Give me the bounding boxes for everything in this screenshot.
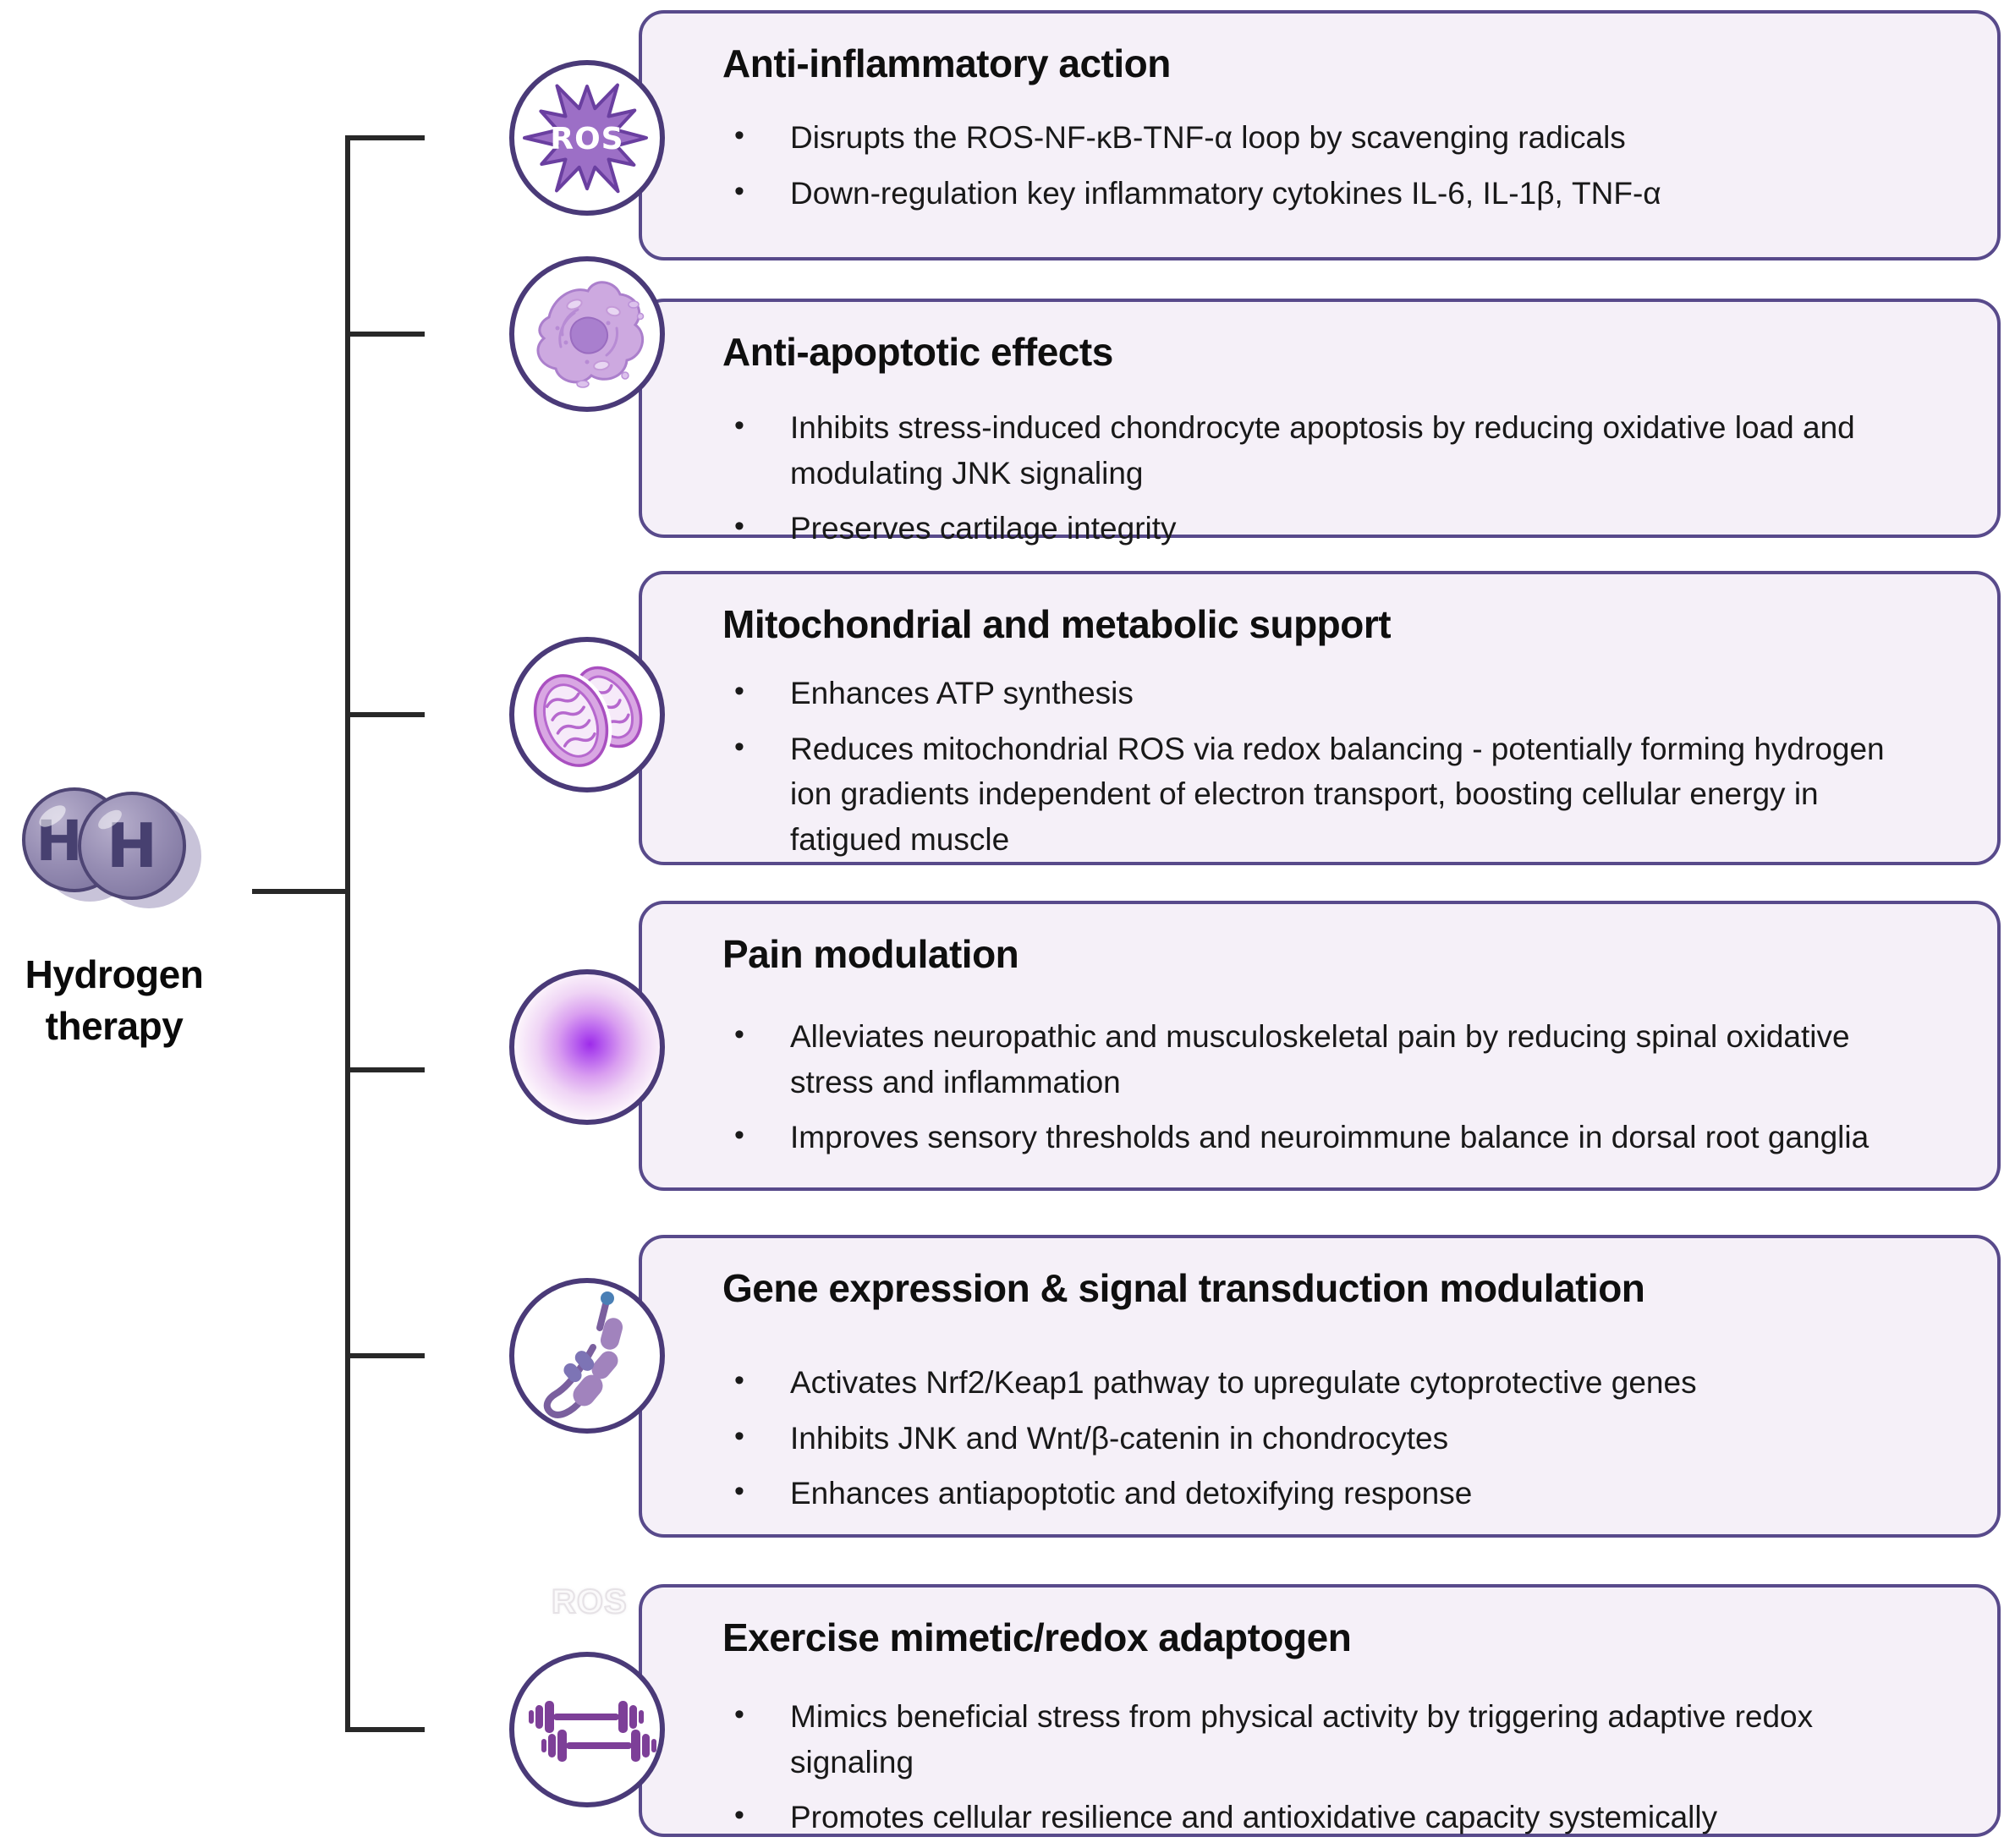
- hydrogen-molecule-icon: H H: [8, 765, 237, 939]
- card-anti-apoptotic-effects: Anti-apoptotic effects • Inhibits stress-…: [639, 299, 2001, 546]
- root-label-line2: therapy: [45, 1003, 184, 1048]
- bullet-marker: •: [734, 1475, 744, 1508]
- bullet-marker: •: [734, 1119, 744, 1152]
- list-item: • Reduces mitochondrial ROS via redox bal…: [722, 727, 1963, 863]
- list-item: • Enhances ATP synthesis: [722, 671, 1963, 716]
- list-item: • Down-regulation key inflammatory cytoki…: [722, 171, 1963, 217]
- tree-trunk-line: [345, 138, 350, 1732]
- card-title: Anti-apoptotic effects: [722, 330, 1113, 374]
- bullet-marker: •: [734, 730, 744, 763]
- branch-stub-line-4: [345, 1067, 425, 1072]
- bullet-marker: •: [734, 510, 744, 543]
- bullet-text: Enhances ATP synthesis: [790, 676, 1134, 710]
- chromatin-icon: [507, 1275, 667, 1436]
- list-item: • Improves sensory thresholds and neuroim…: [722, 1115, 1963, 1160]
- list-item: • Promotes cellular resilience and antiox…: [722, 1795, 1963, 1840]
- list-item: • Alleviates neuropathic and musculoskele…: [722, 1014, 1963, 1105]
- bullet-text: Alleviates neuropathic and musculoskelet…: [790, 1019, 1850, 1099]
- bullet-list: • Enhances ATP synthesis • Reduces mitocho…: [722, 671, 1963, 863]
- root-label: Hydrogen therapy: [0, 949, 228, 1051]
- bullet-list: • Alleviates neuropathic and musculoskele…: [722, 1014, 1963, 1160]
- card-title: Gene expression & signal transduction mo…: [722, 1266, 1645, 1310]
- bullet-marker: •: [734, 1799, 744, 1832]
- list-item: • Inhibits JNK and Wnt/β-catenin in chond…: [722, 1416, 1963, 1461]
- card-title: Anti-inflammatory action: [722, 41, 1171, 85]
- branch-stub-line-2: [345, 332, 425, 337]
- list-item: • Preserves cartilage integrity: [722, 506, 1963, 551]
- card-title: Pain modulation: [722, 932, 1019, 976]
- root-connector-line: [252, 889, 349, 894]
- card-gene-expression-signal-transduction: Gene expression & signal transduction mo…: [639, 1235, 2001, 1538]
- bullet-list: • Disrupts the ROS-NF-κB-TNF-α loop by sc…: [722, 115, 1963, 216]
- bullet-marker: •: [734, 1018, 744, 1050]
- branch-stub-line-3: [345, 712, 425, 717]
- bullet-text: Enhances antiapoptotic and detoxifying r…: [790, 1476, 1473, 1511]
- bullet-marker: •: [734, 1364, 744, 1396]
- list-item: • Enhances antiapoptotic and detoxifying …: [722, 1471, 1963, 1516]
- card-exercise-mimetic-redox-adaptogen: Exercise mimetic/redox adaptogen • Mimics…: [639, 1584, 2001, 1837]
- bullet-marker: •: [734, 119, 744, 151]
- dumbbell-icon: [507, 1649, 667, 1810]
- root-label-line1: Hydrogen: [25, 952, 204, 996]
- bullet-text: Reduces mitochondrial ROS via redox bala…: [790, 731, 1885, 857]
- ros-burst-label: ROS: [550, 122, 623, 156]
- bullet-text: Activates Nrf2/Keap1 pathway to upregula…: [790, 1365, 1697, 1400]
- bullet-text: Down-regulation key inflammatory cytokin…: [790, 175, 1661, 211]
- pain-gradient-icon: [507, 967, 667, 1127]
- branch-stub-line-6: [345, 1727, 425, 1732]
- bullet-text: Inhibits JNK and Wnt/β-catenin in chondr…: [790, 1420, 1449, 1456]
- bullet-list: • Activates Nrf2/Keap1 pathway to upregul…: [722, 1360, 1963, 1516]
- bullet-text: Mimics beneficial stress from physical a…: [790, 1699, 1814, 1779]
- bullet-text: Preserves cartilage integrity: [790, 511, 1177, 546]
- bullet-marker: •: [734, 1419, 744, 1452]
- card-mitochondrial-metabolic-support: Mitochondrial and metabolic support • Enh…: [639, 571, 2001, 865]
- branch-stub-line-1: [345, 135, 425, 140]
- ros-burst-icon: ROS: [507, 58, 667, 218]
- bullet-marker: •: [734, 1698, 744, 1730]
- bullet-list: • Inhibits stress-induced chondrocyte apo…: [722, 405, 1963, 551]
- bullet-text: Improves sensory thresholds and neuroimm…: [790, 1120, 1870, 1155]
- list-item: • Activates Nrf2/Keap1 pathway to upregul…: [722, 1360, 1963, 1406]
- list-item: • Inhibits stress-induced chondrocyte apo…: [722, 405, 1963, 496]
- branch-stub-line-5: [345, 1353, 425, 1358]
- list-item: • Disrupts the ROS-NF-κB-TNF-α loop by sc…: [722, 115, 1963, 161]
- bullet-text: Inhibits stress-induced chondrocyte apop…: [790, 410, 1855, 491]
- bullet-marker: •: [734, 174, 744, 207]
- bullet-text: Promotes cellular resilience and antioxi…: [790, 1800, 1718, 1835]
- card-title: Mitochondrial and metabolic support: [722, 602, 1392, 646]
- bullet-list: • Mimics beneficial stress from physical …: [722, 1694, 1963, 1840]
- ghost-ros-text: ROS: [551, 1582, 628, 1621]
- mitochondria-icon: [507, 634, 667, 795]
- card-title: Exercise mimetic/redox adaptogen: [722, 1615, 1352, 1659]
- bullet-marker: •: [734, 675, 744, 707]
- card-pain-modulation: Pain modulation • Alleviates neuropathic …: [639, 901, 2001, 1191]
- card-anti-inflammatory-action: Anti-inflammatory action • Disrupts the R…: [639, 10, 2001, 260]
- cell-icon: [507, 254, 667, 414]
- bullet-marker: •: [734, 409, 744, 441]
- bullet-text: Disrupts the ROS-NF-κB-TNF-α loop by sca…: [790, 120, 1626, 155]
- list-item: • Mimics beneficial stress from physical …: [722, 1694, 1963, 1785]
